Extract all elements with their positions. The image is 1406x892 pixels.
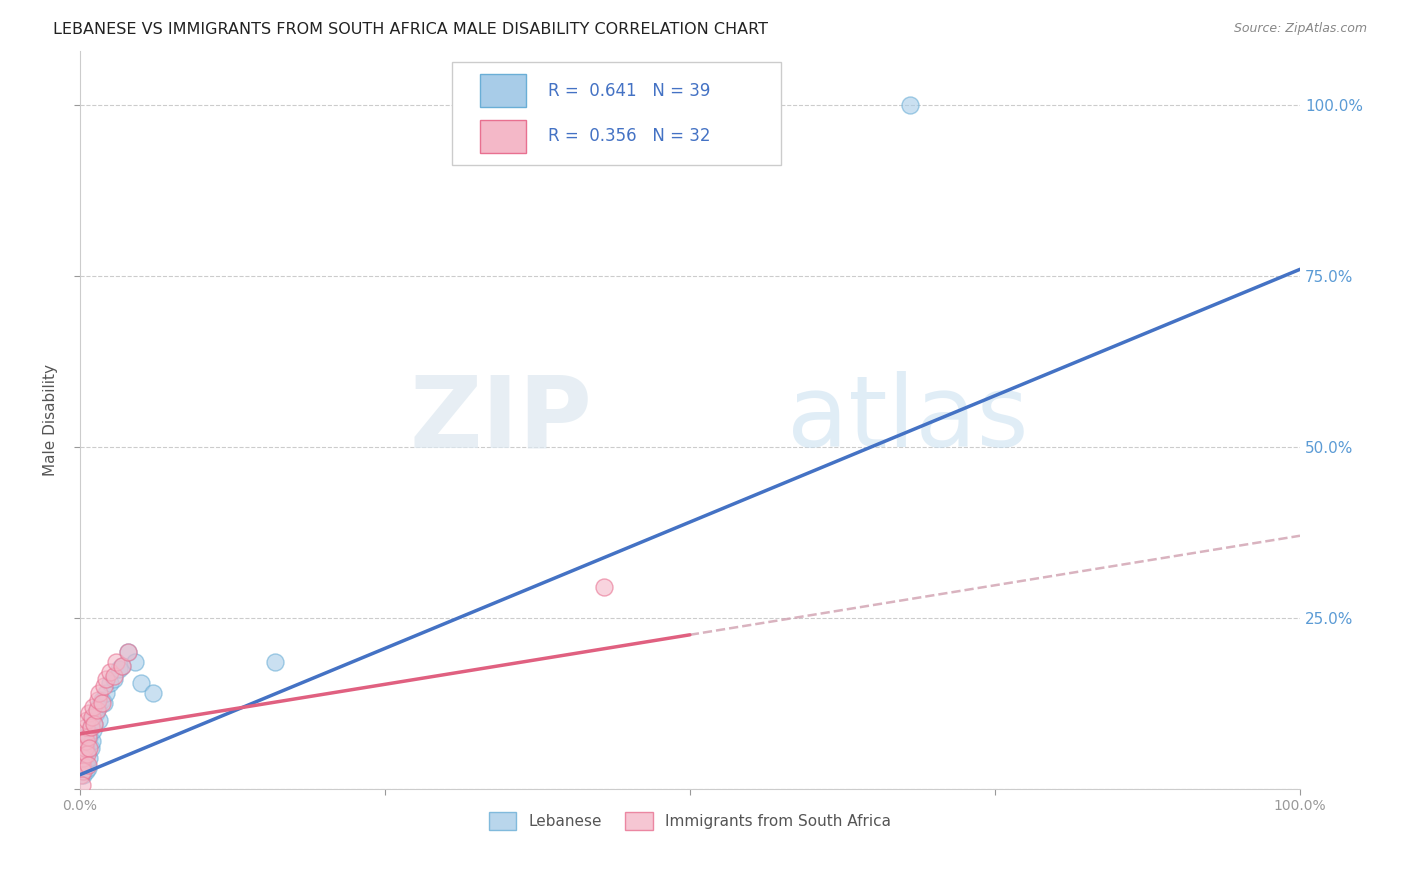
Point [105, 655, 128, 669]
Point [76, 757, 98, 772]
Point [75, 740, 97, 755]
Point [90, 692, 112, 706]
Point [75, 733, 97, 747]
Point [72, 764, 94, 779]
FancyBboxPatch shape [479, 120, 526, 153]
Point [73, 761, 96, 775]
Point [82, 699, 104, 714]
Point [80, 713, 103, 727]
Point [111, 658, 134, 673]
Point [70, 768, 93, 782]
Point [70, 764, 93, 779]
Point [79, 751, 101, 765]
Point [86, 703, 108, 717]
Point [77, 727, 100, 741]
Point [98, 675, 121, 690]
Point [124, 655, 146, 669]
Point [72, 751, 94, 765]
Point [93, 679, 115, 693]
Point [82, 723, 104, 738]
Point [117, 645, 139, 659]
Point [103, 669, 125, 683]
Text: Source: ZipAtlas.com: Source: ZipAtlas.com [1233, 22, 1367, 36]
Point [103, 672, 125, 686]
Point [79, 740, 101, 755]
Point [72, 754, 94, 768]
Point [75, 720, 97, 734]
Point [70, 778, 93, 792]
Point [76, 744, 98, 758]
Point [76, 713, 98, 727]
Point [129, 675, 152, 690]
Point [593, 580, 616, 594]
Text: atlas: atlas [787, 371, 1029, 468]
Point [84, 706, 107, 721]
Text: LEBANESE VS IMMIGRANTS FROM SOUTH AFRICA MALE DISABILITY CORRELATION CHART: LEBANESE VS IMMIGRANTS FROM SOUTH AFRICA… [53, 22, 769, 37]
Point [77, 761, 100, 775]
Point [79, 720, 101, 734]
Point [70, 757, 93, 772]
Point [79, 740, 101, 755]
Point [77, 731, 100, 745]
Point [77, 740, 100, 755]
Legend: Lebanese, Immigrants from South Africa: Lebanese, Immigrants from South Africa [482, 806, 897, 836]
Point [89, 713, 111, 727]
Point [75, 764, 97, 779]
Point [142, 686, 165, 700]
Point [83, 716, 105, 731]
Point [96, 686, 118, 700]
Point [96, 672, 118, 686]
Point [80, 710, 103, 724]
Point [76, 747, 98, 762]
Point [77, 757, 100, 772]
Point [111, 658, 134, 673]
Point [89, 686, 111, 700]
Point [80, 733, 103, 747]
Point [70, 744, 93, 758]
Point [79, 731, 101, 745]
Point [90, 696, 112, 710]
Point [73, 740, 96, 755]
Point [107, 662, 129, 676]
Y-axis label: Male Disability: Male Disability [44, 364, 58, 475]
Text: R =  0.356   N = 32: R = 0.356 N = 32 [548, 128, 711, 145]
Point [93, 696, 115, 710]
Point [117, 645, 139, 659]
Point [73, 727, 96, 741]
Point [83, 716, 105, 731]
Point [76, 733, 98, 747]
Point [98, 665, 121, 680]
Point [87, 692, 110, 706]
Point [79, 720, 101, 734]
FancyBboxPatch shape [479, 74, 526, 107]
Point [87, 699, 110, 714]
Point [898, 98, 921, 112]
Text: R =  0.641   N = 39: R = 0.641 N = 39 [548, 81, 710, 100]
Point [72, 768, 94, 782]
Point [79, 706, 101, 721]
Point [264, 655, 287, 669]
Point [73, 747, 96, 762]
FancyBboxPatch shape [451, 62, 782, 165]
Point [70, 757, 93, 772]
Text: ZIP: ZIP [409, 371, 592, 468]
Point [70, 761, 93, 775]
